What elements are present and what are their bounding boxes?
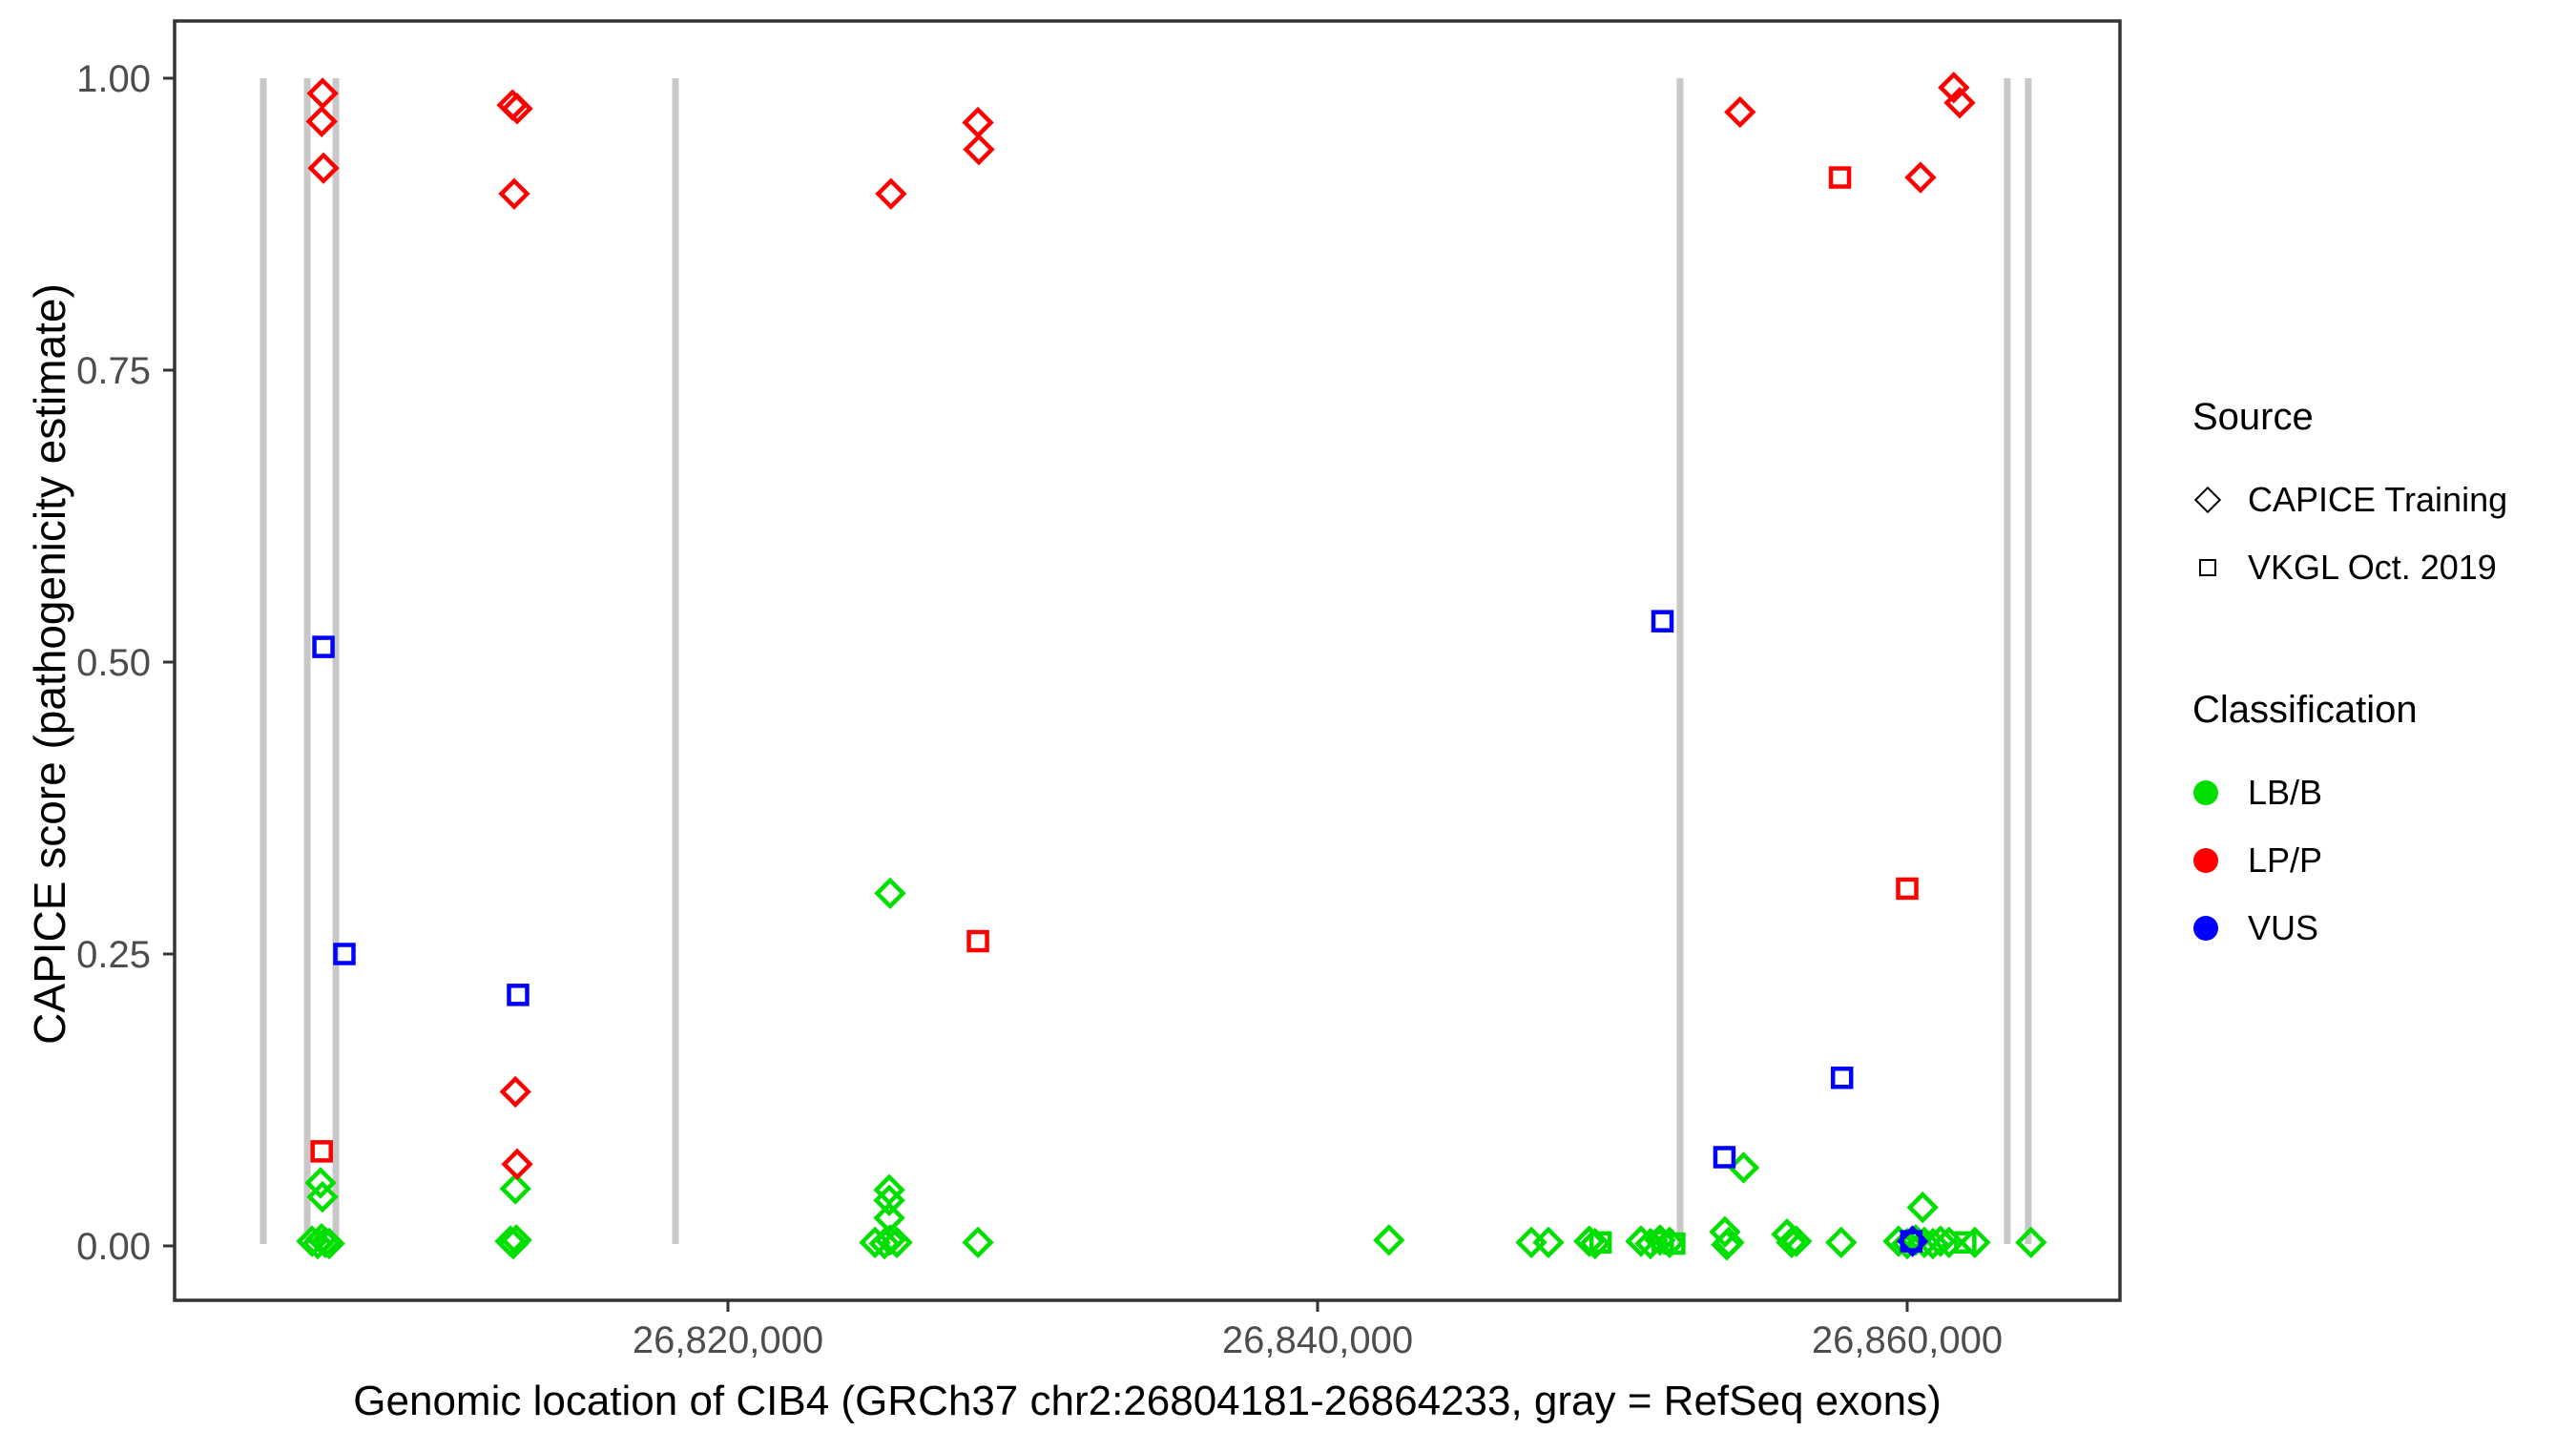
data-point-diamond	[962, 106, 994, 139]
data-point-square	[1828, 166, 1852, 189]
data-point-square	[333, 943, 356, 965]
x-tick-label: 26,840,000	[1222, 1319, 1413, 1361]
x-axis-title: Genomic location of CIB4 (GRCh37 chr2:26…	[353, 1378, 1942, 1424]
legend-item-lbb: LB/B	[2192, 758, 2574, 826]
data-point-square	[1652, 1230, 1674, 1253]
legend-item-capice-training: CAPICE Training	[2192, 466, 2574, 533]
y-tick-label: 1.00	[76, 58, 151, 100]
data-point-diamond	[1573, 1225, 1606, 1257]
legend-item-vkgl: VKGL Oct. 2019	[2192, 533, 2574, 601]
legend-item-vus: VUS	[2192, 894, 2574, 962]
data-point-diamond	[875, 177, 907, 210]
data-point-diamond	[1780, 1225, 1813, 1257]
data-point-diamond	[963, 133, 995, 166]
legend-classification: Classification LB/B LP/P VUS	[2192, 689, 2574, 962]
data-point-square	[1954, 1231, 1977, 1255]
y-tick-label: 0.50	[76, 642, 151, 684]
legend-label: VUS	[2248, 907, 2319, 947]
y-tick-label: 0.25	[76, 934, 151, 976]
legend-classification-title: Classification	[2192, 689, 2418, 731]
legend: Source CAPICE Training VKGL Oct. 2019 Cl…	[2192, 396, 2574, 1049]
data-point-square	[966, 929, 989, 953]
data-point-diamond	[881, 1226, 913, 1259]
panel-border-rect	[173, 19, 2122, 1302]
data-point-diamond	[1904, 161, 1937, 194]
data-point-diamond	[1825, 1226, 1858, 1259]
square-key-icon	[2199, 558, 2216, 576]
data-point-diamond	[1711, 1229, 1743, 1261]
data-point-diamond	[499, 1172, 531, 1205]
panel-border	[173, 19, 2122, 1302]
data-point-diamond	[498, 177, 530, 210]
data-point-diamond	[873, 1184, 905, 1216]
legend-label: LP/P	[2248, 840, 2323, 880]
data-point-square	[312, 635, 335, 658]
data-point-square	[1589, 1231, 1612, 1255]
data-point-diamond	[501, 93, 533, 125]
legend-source-title: Source	[2192, 396, 2314, 438]
data-point-diamond	[1959, 1226, 1991, 1259]
data-point-diamond	[874, 1224, 906, 1256]
y-tick-label: 0.75	[76, 350, 151, 392]
data-point-diamond	[1515, 1226, 1548, 1259]
data-point-square	[507, 984, 530, 1006]
data-point-diamond	[1532, 1226, 1565, 1259]
data-point-square	[310, 1140, 333, 1163]
data-point-diamond	[1906, 1191, 1939, 1224]
data-point-diamond	[307, 152, 340, 184]
data-point-diamond	[1896, 1225, 1929, 1257]
data-point-diamond	[1776, 1226, 1808, 1259]
legend-source: Source CAPICE Training VKGL Oct. 2019	[2192, 396, 2574, 601]
data-point-diamond	[305, 105, 338, 137]
green-dot-icon	[2193, 779, 2218, 805]
x-tick-label: 26,860,000	[1812, 1319, 2003, 1361]
data-point-diamond	[1579, 1227, 1611, 1260]
data-point-square	[1651, 610, 1674, 633]
data-point-square	[1663, 1232, 1686, 1255]
data-point-diamond	[874, 877, 906, 910]
data-point-diamond	[1709, 1215, 1741, 1248]
legend-label: LB/B	[2248, 772, 2323, 812]
data-point-diamond	[1373, 1224, 1405, 1256]
data-point-diamond	[1653, 1226, 1686, 1259]
y-axis: 0.00 0.25 0.50 0.75 1.00	[76, 58, 175, 1268]
diamond-key-icon	[2193, 486, 2222, 513]
data-point-square	[1896, 877, 1919, 901]
data-points	[296, 72, 2047, 1261]
data-point-diamond	[306, 77, 339, 110]
data-point-diamond	[500, 1224, 532, 1256]
data-point-diamond	[2015, 1226, 2047, 1259]
legend-label: VKGL Oct. 2019	[2248, 547, 2497, 587]
data-point-diamond	[306, 1180, 339, 1213]
blue-dot-icon	[2193, 915, 2218, 941]
refseq-exon-lines	[260, 78, 2032, 1244]
data-point-diamond	[1943, 87, 1976, 119]
red-dot-icon	[2193, 847, 2218, 873]
y-tick-label: 0.00	[76, 1226, 151, 1268]
data-point-diamond	[859, 1226, 891, 1259]
x-axis: 26,820,000 26,840,000 26,860,000	[633, 1300, 2003, 1361]
data-point-diamond	[962, 1226, 994, 1259]
y-axis-title: CAPICE score (pathogenicity estimate)	[25, 283, 74, 1045]
legend-label: CAPICE Training	[2248, 479, 2508, 519]
data-point-square	[1713, 1146, 1736, 1169]
x-tick-label: 26,820,000	[633, 1319, 823, 1361]
data-point-diamond	[501, 1148, 533, 1181]
data-point-diamond	[1924, 1225, 1957, 1257]
data-point-square	[1830, 1066, 1854, 1089]
data-point-diamond	[1938, 72, 1970, 104]
data-point-diamond	[304, 1167, 337, 1199]
data-point-diamond	[1724, 95, 1756, 129]
data-point-diamond	[499, 1075, 531, 1109]
data-point-diamond	[313, 1227, 345, 1260]
legend-item-lpp: LP/P	[2192, 826, 2574, 894]
